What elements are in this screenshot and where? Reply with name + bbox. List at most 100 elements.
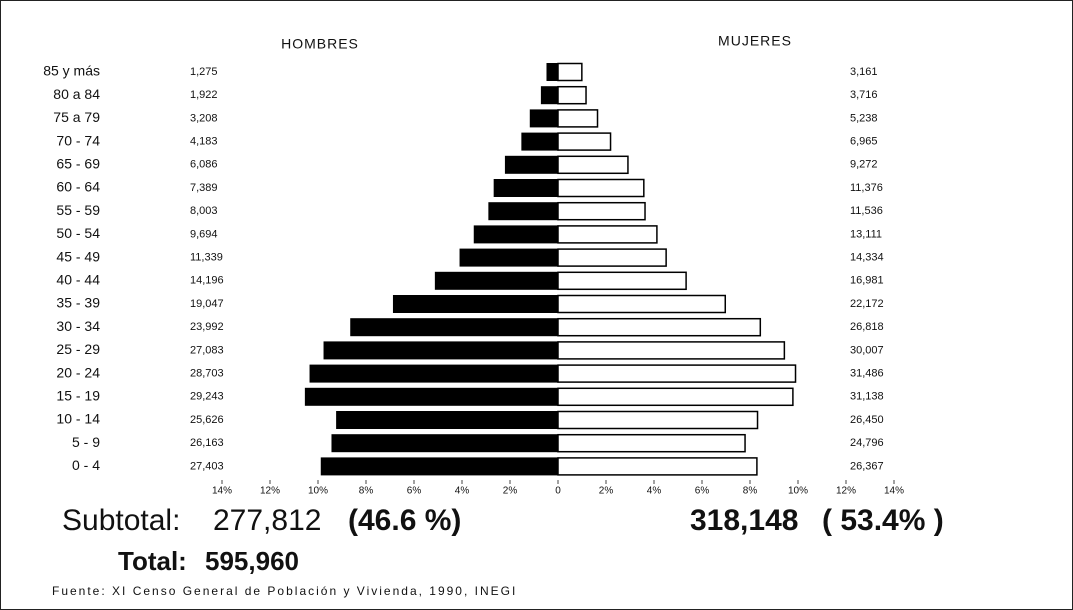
bar-women [557,201,646,221]
age-label: 30 - 34 [56,318,100,334]
bar-women [557,457,758,476]
value-label-women: 26,450 [850,414,884,426]
bar-men [493,179,559,197]
source: Fuente: XI Censo General de Población y … [52,584,517,598]
age-label: 80 a 84 [53,86,100,102]
value-label-men: 29,243 [190,391,224,403]
value-label-men: 9,694 [190,228,218,240]
value-label-men: 3,208 [190,112,218,124]
bar-women [557,341,786,360]
value-label-men: 25,626 [190,414,224,426]
subtotal-men: 277,812 [213,504,321,537]
bar-women [557,433,746,453]
bar-women [557,85,587,105]
x-tick-label: 4% [455,486,470,497]
bar-women [557,387,794,407]
bar-men [540,86,559,105]
age-label: 85 y más [43,63,100,79]
bar-men [323,341,559,360]
value-label-women: 5,238 [850,112,878,124]
value-label-women: 9,272 [850,159,878,171]
share-men: (46.6 %) [348,504,461,537]
value-label-women: 22,172 [850,298,884,310]
x-tick-label: 0 [555,486,561,497]
age-label: 55 - 59 [56,202,100,218]
x-tick-label: 12% [260,486,280,497]
value-label-men: 27,403 [190,460,224,472]
value-label-women: 31,486 [850,368,884,380]
value-label-women: 13,111 [850,228,882,240]
bar-men [336,411,559,429]
value-label-men: 11,339 [190,252,223,264]
subtotal-women: 318,148 [690,504,798,537]
total-value: 595,960 [205,546,299,576]
bar-men [488,202,559,221]
bar-women [557,62,583,82]
bar-women [557,132,612,151]
bar-men [392,295,559,313]
value-label-women: 30,007 [850,344,884,356]
bar-men [521,132,559,151]
value-label-men: 19,047 [190,298,224,310]
bar-men [331,434,559,453]
share-women: ( 53.4% ) [822,504,944,537]
age-label: 70 - 74 [56,132,100,148]
bar-women [557,317,762,337]
bar-women [557,364,797,383]
value-label-men: 26,163 [190,437,224,449]
bar-women [557,178,645,198]
value-label-men: 7,389 [190,182,218,194]
value-label-women: 26,818 [850,321,884,333]
bar-women [557,271,687,291]
x-tick-label: 2% [503,486,518,497]
x-tick-label: 14% [884,486,904,497]
bar-men [504,155,559,174]
value-label-men: 8,003 [190,205,218,217]
value-label-men: 4,183 [190,136,218,148]
value-label-women: 11,536 [850,205,883,217]
age-label: 10 - 14 [56,411,100,427]
value-label-men: 27,083 [190,344,224,356]
value-label-men: 1,275 [190,66,218,78]
age-label: 60 - 64 [56,179,100,195]
bar-women [557,248,667,267]
left-title: HOMBRES [281,36,359,52]
bar-women [557,155,629,175]
right-title: MUJERES [718,33,792,49]
bar-men [546,63,559,81]
bar-women [557,294,727,314]
x-tick-label: 6% [695,486,710,497]
value-label-women: 26,367 [850,460,884,472]
bar-men [350,318,559,337]
bar-men [309,364,559,383]
value-label-men: 14,196 [190,275,224,287]
bar-men [434,271,559,290]
age-label: 0 - 4 [72,457,100,473]
x-tick-label: 10% [308,486,328,497]
age-label: 65 - 69 [56,156,100,172]
value-label-men: 1,922 [190,89,218,101]
bar-men [304,387,559,406]
bar-men [473,225,559,244]
age-label: 40 - 44 [56,272,100,288]
value-label-women: 31,138 [850,391,884,403]
value-label-men: 6,086 [190,159,218,171]
value-label-women: 3,161 [850,66,878,78]
x-tick-label: 10% [788,486,808,497]
age-label: 45 - 49 [56,248,100,264]
value-label-men: 23,992 [190,321,224,333]
age-label: 35 - 39 [56,295,100,311]
bar-women [557,225,658,244]
value-label-women: 3,716 [850,89,878,101]
value-label-women: 16,981 [850,275,884,287]
bar-men [459,248,559,267]
age-label: 50 - 54 [56,225,100,241]
bar-men [320,457,559,476]
subtotal-label: Subtotal: [62,504,180,537]
x-tick-label: 8% [743,486,758,497]
value-label-women: 11,376 [850,182,883,194]
x-tick-label: 14% [212,486,232,497]
value-label-women: 14,334 [850,252,884,264]
bar-women [557,410,759,430]
